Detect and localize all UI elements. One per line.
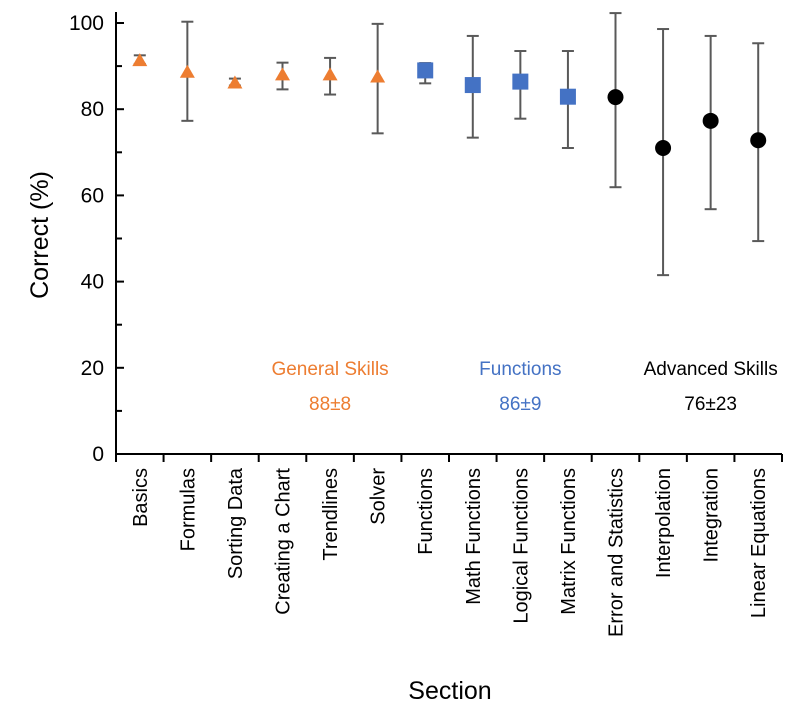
data-point-circle	[750, 132, 767, 149]
data-point-triangle	[132, 53, 148, 67]
data-point-square	[464, 77, 481, 94]
y-axis-title: Correct (%)	[26, 171, 54, 299]
data-point-square	[559, 88, 576, 105]
x-category-label: Matrix Functions	[558, 468, 580, 615]
x-axis-title: Section	[408, 677, 491, 705]
data-point-triangle	[227, 75, 243, 89]
data-point-circle	[702, 112, 719, 129]
y-tick-label: 100	[69, 12, 104, 35]
group-label-value: 86±9	[499, 394, 541, 415]
data-point-triangle	[370, 69, 386, 83]
x-category-label: Formulas	[177, 468, 199, 551]
x-category-label: Error and Statistics	[606, 468, 628, 637]
group-label-value: 76±23	[684, 394, 737, 415]
x-category-label: Math Functions	[463, 468, 485, 605]
y-tick-label: 0	[92, 443, 104, 466]
data-point-circle	[607, 89, 624, 106]
data-point-triangle	[322, 67, 338, 81]
x-category-label: Solver	[368, 468, 390, 525]
y-tick-label: 20	[81, 357, 104, 380]
group-label-name: General Skills	[271, 359, 388, 380]
x-category-label: Creating a Chart	[273, 468, 295, 615]
y-tick-label: 60	[81, 184, 104, 207]
x-category-label: Basics	[130, 468, 152, 527]
y-tick-label: 80	[81, 98, 104, 121]
data-point-triangle	[179, 64, 195, 78]
x-category-label: Trendlines	[320, 468, 342, 561]
y-tick-label: 40	[81, 271, 104, 294]
x-category-label: Functions	[415, 468, 437, 555]
data-point-circle	[655, 139, 672, 156]
group-label-value: 88±8	[309, 394, 351, 415]
x-category-label: Interpolation	[653, 468, 675, 578]
data-point-square	[417, 62, 434, 79]
group-label-name: Functions	[479, 359, 561, 380]
data-point-square	[512, 73, 529, 90]
x-category-label: Sorting Data	[225, 467, 247, 579]
data-point-triangle	[275, 67, 290, 81]
x-category-label: Integration	[701, 468, 723, 563]
x-category-label: Logical Functions	[510, 468, 532, 624]
x-category-label: Linear Equations	[748, 468, 770, 618]
group-label-name: Advanced Skills	[644, 359, 778, 380]
